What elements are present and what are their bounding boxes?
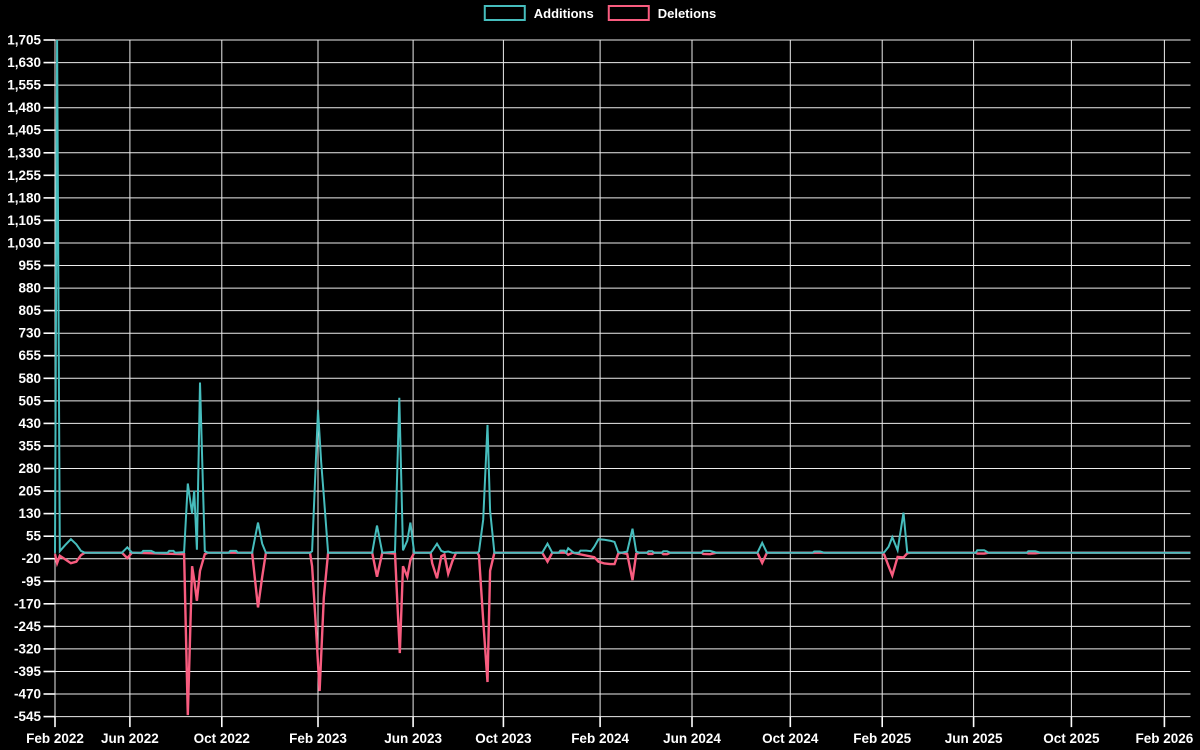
y-tick-label: 805	[18, 303, 41, 318]
deletions-swatch-icon	[607, 5, 650, 21]
y-tick-label: 1,105	[7, 213, 41, 228]
legend-item-deletions[interactable]: Deletions	[607, 5, 717, 21]
y-tick-label: 1,630	[7, 55, 41, 70]
y-tick-label: -170	[14, 596, 41, 611]
y-tick-label: 1,555	[7, 78, 41, 93]
deletions-legend-label: Deletions	[657, 5, 717, 21]
y-tick-label: 1,255	[7, 168, 41, 183]
y-tick-label: -20	[21, 551, 41, 566]
y-tick-label: 955	[18, 258, 41, 273]
additions-legend-label: Additions	[533, 5, 594, 21]
y-tick-label: 1,180	[7, 190, 41, 205]
x-tick-label: Feb 2024	[571, 731, 629, 746]
y-tick-label: 505	[18, 393, 41, 408]
y-tick-label: 280	[18, 461, 41, 476]
y-tick-label: 1,705	[7, 33, 41, 48]
y-tick-label: 1,480	[7, 100, 41, 115]
x-tick-label: Feb 2025	[853, 731, 911, 746]
x-tick-label: Jun 2024	[663, 731, 721, 746]
y-tick-label: -245	[14, 619, 42, 634]
y-tick-label: 355	[18, 439, 41, 454]
x-tick-label: Jun 2022	[101, 731, 159, 746]
y-tick-label: -320	[14, 641, 41, 656]
y-tick-label: 205	[18, 484, 41, 499]
y-tick-label: 730	[18, 326, 41, 341]
additions-line	[54, 39, 1191, 555]
y-tick-label: 580	[18, 371, 41, 386]
x-tick-label: Oct 2023	[475, 731, 532, 746]
y-tick-label: 130	[18, 506, 41, 521]
x-tick-label: Oct 2024	[762, 731, 819, 746]
x-tick-label: Jun 2023	[384, 731, 442, 746]
y-tick-label: 1,405	[7, 123, 41, 138]
y-tick-label: -545	[14, 709, 42, 724]
additions-swatch-icon	[483, 5, 526, 21]
y-tick-label: 655	[18, 348, 41, 363]
x-tick-label: Feb 2022	[26, 731, 84, 746]
y-tick-label: -395	[14, 664, 42, 679]
x-tick-label: Oct 2025	[1043, 731, 1100, 746]
y-tick-label: -470	[14, 687, 41, 702]
legend-item-additions[interactable]: Additions	[483, 5, 594, 21]
y-tick-label: 55	[26, 529, 42, 544]
deletions-line	[53, 551, 1191, 716]
x-tick-label: Jun 2025	[945, 731, 1003, 746]
y-tick-label: 1,030	[7, 236, 41, 251]
x-tick-label: Feb 2026	[1136, 731, 1194, 746]
y-tick-label: 880	[18, 281, 41, 296]
y-tick-label: 430	[18, 416, 41, 431]
x-tick-label: Oct 2022	[194, 731, 250, 746]
x-tick-label: Feb 2023	[289, 731, 347, 746]
chart-legend: Additions Deletions	[483, 5, 717, 21]
y-tick-label: 1,330	[7, 145, 41, 160]
y-tick-label: -95	[21, 574, 41, 589]
